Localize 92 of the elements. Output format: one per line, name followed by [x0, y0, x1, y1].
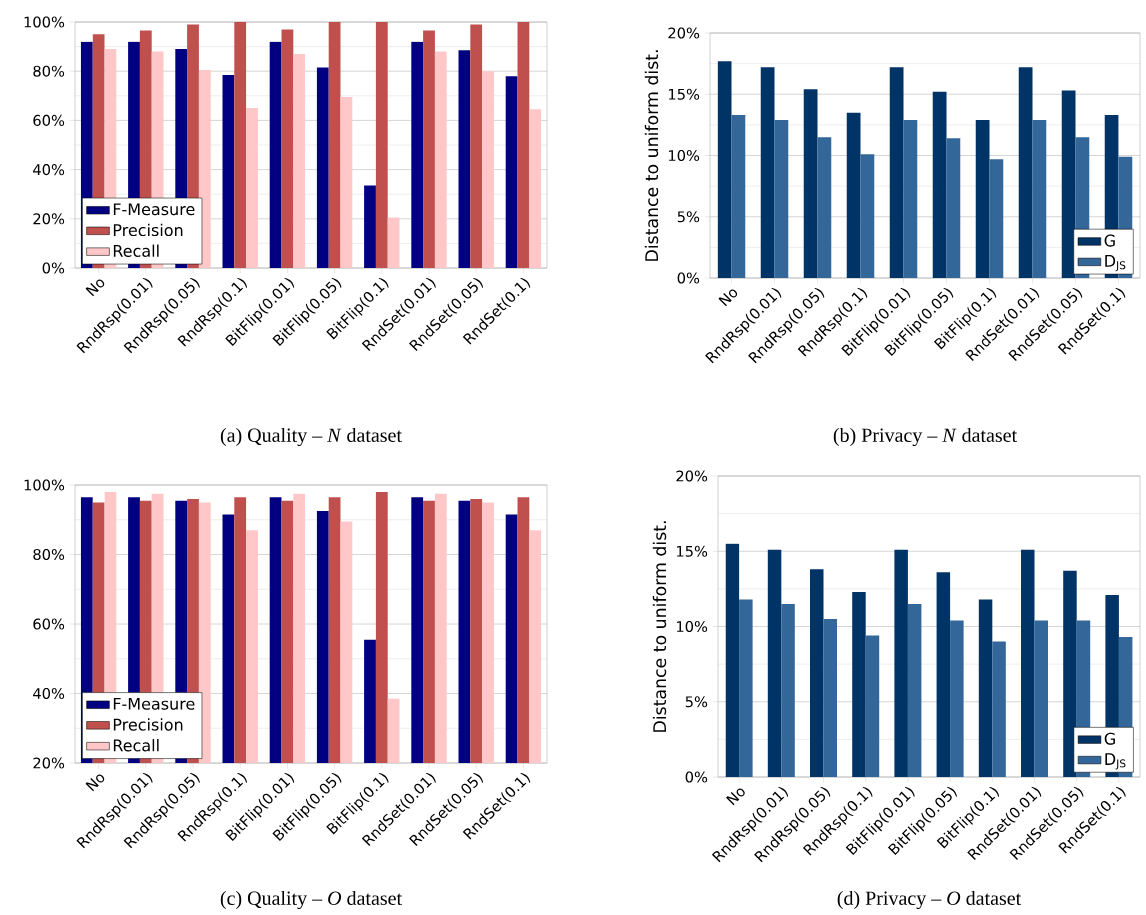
y-tick-label: 5% [677, 211, 700, 223]
bar [1021, 549, 1035, 778]
text: (b) Privacy – N dataset [833, 427, 1017, 447]
y-tick-label: 5% [685, 696, 708, 708]
bar [269, 41, 282, 268]
text: (c) Quality – O dataset [220, 890, 402, 910]
y-tick-label: 60% [33, 618, 65, 630]
y-tick-label: 15% [676, 545, 708, 557]
y-axis-title: Distance to uniform dist. [652, 521, 667, 732]
bar [865, 635, 880, 778]
bar [482, 71, 494, 268]
y-tick-label: 40% [33, 687, 65, 700]
bar [222, 74, 235, 268]
bar [823, 618, 838, 778]
bar [978, 599, 993, 778]
bar [907, 603, 922, 778]
legend-label: Recall [113, 739, 159, 752]
bar [246, 108, 258, 268]
y-tick-label: 100% [24, 479, 65, 491]
y-tick-label: 100% [24, 16, 65, 28]
bar [505, 76, 518, 268]
bar [717, 61, 732, 279]
legend-label: Precision [113, 718, 183, 731]
legend-label: F-Measure [113, 203, 195, 216]
bar [423, 30, 435, 268]
bar [767, 549, 782, 778]
y-tick-label: 0% [42, 262, 65, 274]
y-tick-label: 0% [685, 771, 708, 783]
y-tick-label: 20% [676, 470, 708, 482]
bar [1032, 119, 1047, 279]
bar [458, 50, 471, 268]
bar [731, 115, 746, 279]
y-tick-label: 20% [33, 757, 65, 769]
bar [387, 217, 400, 268]
bar [517, 22, 530, 268]
bar [894, 549, 908, 778]
bar [889, 67, 904, 279]
bar [234, 22, 247, 268]
bar [852, 591, 866, 778]
bar [860, 154, 875, 279]
bar [364, 185, 376, 268]
bar [774, 119, 789, 279]
bar [470, 24, 483, 268]
bar [1018, 67, 1033, 279]
y-tick-label: 60% [33, 114, 65, 126]
bar [529, 109, 542, 268]
y-tick-label: 80% [33, 65, 65, 77]
bar [903, 119, 918, 279]
legend-label: G [1104, 732, 1115, 745]
y-tick-label: 20% [33, 213, 65, 225]
bar [739, 599, 753, 778]
bar [946, 138, 961, 279]
text: (a) Quality – N dataset [220, 427, 402, 447]
bar [293, 53, 306, 268]
bar [936, 572, 951, 778]
text: (d) Privacy – O dataset [837, 890, 1022, 910]
legend-label: D$_{JS}$ [1105, 255, 1126, 272]
y-tick-label: 10% [676, 620, 708, 633]
bar [1061, 90, 1076, 279]
bar [803, 89, 818, 279]
bar [932, 91, 947, 279]
bar [1063, 570, 1077, 778]
y-tick-label: 0% [677, 272, 700, 284]
bar [992, 641, 1006, 778]
bar [411, 41, 424, 268]
bar [375, 22, 388, 268]
legend-label: D$_{JS}$ [1105, 753, 1126, 770]
legend-label: F-Measure [113, 697, 195, 710]
legend-label: Precision [113, 223, 183, 237]
y-tick-label: 20% [668, 27, 700, 39]
bar [810, 569, 824, 778]
bar [950, 620, 964, 778]
bar [781, 603, 795, 778]
bar [328, 22, 341, 268]
legend-label: Recall [113, 244, 159, 257]
bar [725, 543, 740, 778]
y-tick-label: 80% [33, 548, 65, 561]
bar [434, 51, 447, 268]
bar [846, 112, 861, 279]
y-tick-label: 10% [668, 149, 700, 162]
y-axis-title: Distance to uniform dist. [644, 50, 659, 261]
bar [316, 67, 329, 268]
bar [817, 137, 832, 279]
bar [975, 119, 990, 279]
bar [760, 67, 775, 279]
y-tick-label: 15% [668, 88, 700, 100]
legend-label: G [1104, 234, 1115, 247]
bar [340, 97, 353, 268]
bar [281, 29, 294, 268]
bar [989, 159, 1004, 279]
y-tick-label: 40% [33, 164, 65, 176]
bar [1034, 620, 1049, 778]
